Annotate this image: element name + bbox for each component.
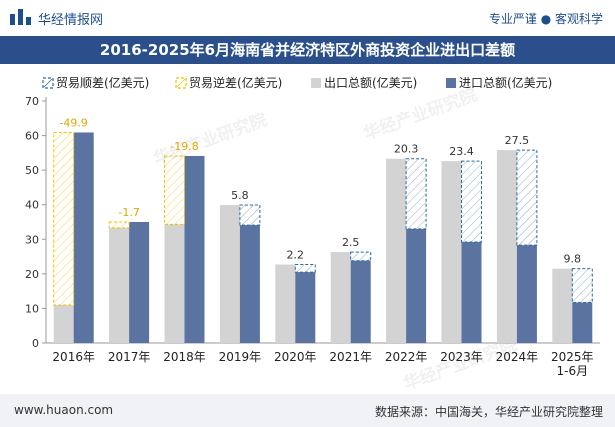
x-tick-label: 2021年 xyxy=(329,350,372,364)
import-swatch-icon xyxy=(446,78,456,88)
surplus-swatch-icon xyxy=(42,77,54,89)
chart-title: 2016-2025年6月海南省并经济特区外商投资企业进出口差额 xyxy=(99,41,516,59)
import-bar xyxy=(572,302,593,343)
import-bar xyxy=(295,272,316,343)
top-bar: 华经情报网 专业严谨 ● 客观科学 xyxy=(0,0,615,36)
x-tick-label: 2019年 xyxy=(219,350,262,364)
export-bar xyxy=(441,161,462,343)
y-tick-label: 50 xyxy=(25,164,39,177)
balance-label: 5.8 xyxy=(231,189,249,202)
export-bar xyxy=(386,158,407,343)
surplus-bar xyxy=(350,251,372,262)
legend-label-import: 进口总额(亿美元) xyxy=(459,76,553,90)
balance-label: 2.2 xyxy=(287,249,305,262)
balance-label: 27.5 xyxy=(505,134,530,147)
deficit-bar xyxy=(108,221,130,229)
surplus-bar xyxy=(405,158,427,230)
balance-label: -19.8 xyxy=(170,140,198,153)
footer-url: www.huaon.com xyxy=(14,403,114,417)
x-tick-label: 2017年 xyxy=(108,350,151,364)
export-bar xyxy=(164,224,185,343)
y-tick-label: 30 xyxy=(25,233,39,246)
logo-icon xyxy=(10,9,31,25)
x-tick-label: 2020年 xyxy=(274,350,317,364)
balance-label: 23.4 xyxy=(449,145,474,158)
balance-label: 2.5 xyxy=(342,236,360,249)
import-bar xyxy=(406,228,427,343)
x-tick-label: 2024年 xyxy=(496,350,539,364)
deficit-bar xyxy=(164,155,185,225)
import-bar xyxy=(129,222,150,343)
legend-label-export: 出口总额(亿美元) xyxy=(324,76,418,90)
data-source: 数据来源：中国海关，华经产业研究院整理 xyxy=(374,405,603,419)
import-bar xyxy=(184,155,205,343)
y-tick-label: 60 xyxy=(25,130,39,143)
legend-label-deficit: 贸易逆差(亿美元) xyxy=(189,76,283,90)
surplus-bar xyxy=(461,160,482,243)
import-bar xyxy=(73,132,94,343)
legend-item-deficit: 贸易逆差(亿美元) xyxy=(175,74,282,91)
legend-item-import: 进口总额(亿美元) xyxy=(445,74,552,91)
footer: www.huaon.com 数据来源：中国海关，华经产业研究院整理 xyxy=(0,394,615,427)
x-tick-label: 2018年 xyxy=(163,350,206,364)
balance-label: -1.7 xyxy=(118,206,139,219)
x-tick-label: 2016年 xyxy=(52,350,95,364)
import-bar xyxy=(350,260,371,343)
slogan: 专业严谨 ● 客观科学 xyxy=(488,12,603,26)
y-tick-label: 0 xyxy=(32,337,39,350)
export-swatch-icon xyxy=(311,78,321,88)
x-tick-label: 2023年 xyxy=(440,350,483,364)
x-tick-label: 2022年 xyxy=(385,350,428,364)
export-bar xyxy=(330,252,351,343)
legend-label-surplus: 贸易顺差(亿美元) xyxy=(56,76,150,90)
export-bar xyxy=(219,205,240,343)
deficit-bar xyxy=(53,131,75,306)
y-tick-label: 10 xyxy=(25,302,39,315)
surplus-bar xyxy=(239,204,261,226)
brand-name: 华经情报网 xyxy=(38,13,104,28)
import-bar xyxy=(461,242,482,343)
import-bar xyxy=(516,245,537,343)
surplus-bar xyxy=(571,268,593,304)
export-bar xyxy=(109,227,130,343)
balance-label: 20.3 xyxy=(394,143,419,156)
surplus-bar xyxy=(516,149,538,246)
export-bar xyxy=(275,264,296,343)
y-tick-label: 70 xyxy=(25,95,39,108)
surplus-bar xyxy=(294,264,316,273)
title-bar: 2016-2025年6月海南省并经济特区外商投资企业进出口差额 xyxy=(0,36,615,64)
export-bar xyxy=(53,304,74,343)
legend: 贸易顺差(亿美元) 贸易逆差(亿美元) 出口总额(亿美元) 进口总额(亿美元) xyxy=(0,70,615,94)
y-tick-label: 40 xyxy=(25,199,39,212)
balance-label: -49.9 xyxy=(59,116,87,129)
import-bar xyxy=(239,225,260,343)
export-bar xyxy=(552,268,573,343)
deficit-swatch-icon xyxy=(175,77,187,89)
legend-item-surplus: 贸易顺差(亿美元) xyxy=(42,74,149,91)
chart: 0 10 20 30 40 50 60 70 -49.9 2016年 -1.7 2017年 -19.8 2… xyxy=(25,95,600,378)
balance-label: 9.8 xyxy=(564,253,582,266)
y-tick-label: 20 xyxy=(25,268,39,281)
legend-item-export: 出口总额(亿美元) xyxy=(310,74,417,91)
export-bar xyxy=(496,150,517,343)
x-tick-label: 2025年 1-6月 xyxy=(551,350,594,378)
